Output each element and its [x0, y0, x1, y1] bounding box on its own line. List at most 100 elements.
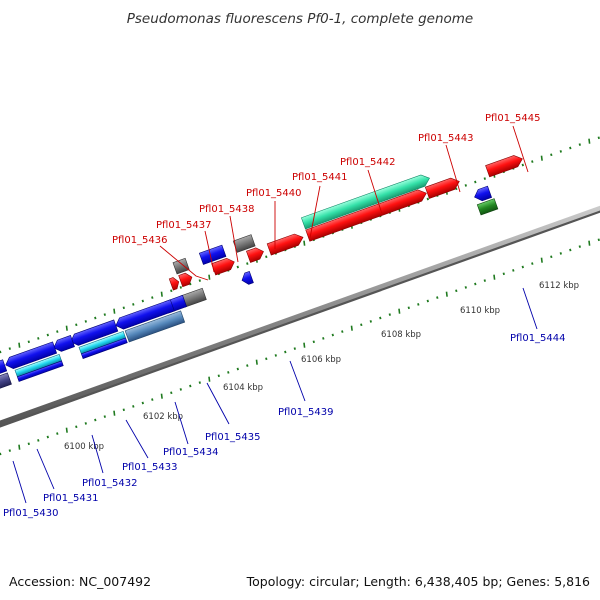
- outer-tick: [141, 299, 144, 303]
- reverse-strand: [0, 185, 499, 394]
- inner-tick: [483, 279, 486, 282]
- inner-tick: [322, 337, 325, 340]
- outer-tick: [559, 150, 562, 153]
- inner-tick: [84, 422, 87, 425]
- outer-tick: [265, 255, 268, 259]
- gene-5436-arrow[interactable]: [168, 276, 181, 291]
- gene-label[interactable]: Pfl01_5435: [205, 432, 261, 443]
- backbone: [0, 205, 600, 426]
- gene-5438-feature[interactable]: [198, 244, 227, 265]
- outer-tick: [170, 289, 173, 293]
- gene-label[interactable]: Pfl01_5430: [3, 508, 59, 519]
- leader-5437: [204, 230, 215, 273]
- outer-tick: [531, 160, 534, 163]
- gene-5434-arrow[interactable]: [114, 299, 175, 332]
- gene-5445-arrow[interactable]: [485, 153, 525, 178]
- gene-label[interactable]: Pfl01_5431: [43, 493, 99, 504]
- inner-tick: [550, 255, 553, 259]
- inner-tick: [0, 452, 2, 456]
- outer-tick: [474, 180, 477, 184]
- inner-tick: [588, 240, 591, 246]
- gene-5442-arrow[interactable]: [305, 187, 429, 242]
- inner-tick: [141, 401, 144, 405]
- gene-5444-arrow[interactable]: [473, 185, 493, 203]
- gene-5444-feature[interactable]: [476, 198, 499, 216]
- outer-tick: [0, 350, 2, 354]
- outer-tick: [208, 274, 211, 280]
- outer-tick: [550, 153, 553, 157]
- gene-5438-arrow[interactable]: [211, 256, 237, 276]
- inner-tick: [388, 313, 391, 316]
- gene-label[interactable]: Pfl01_5436: [112, 235, 168, 246]
- outer-tick: [75, 323, 78, 327]
- gene-label[interactable]: Pfl01_5443: [418, 133, 474, 144]
- leader-5441: [309, 185, 321, 239]
- inner-tick: [65, 427, 68, 433]
- inner-tick: [217, 374, 220, 378]
- gene-label[interactable]: Pfl01_5439: [278, 407, 334, 418]
- tick-marks: 6100 kbp 6102 kbp 6104 kbp 6106 kbp 6108 kbp…: [0, 136, 600, 456]
- gene-label[interactable]: Pfl01_5441: [292, 172, 348, 183]
- gene-label[interactable]: Pfl01_5437: [156, 220, 212, 231]
- outer-tick: [27, 340, 30, 344]
- gene-label[interactable]: Pfl01_5444: [510, 333, 566, 344]
- gene-label[interactable]: Pfl01_5438: [199, 204, 255, 215]
- outer-tick: [588, 138, 591, 144]
- inner-tick: [179, 388, 182, 391]
- inner-tick: [597, 238, 600, 242]
- leader-lines: [12, 125, 538, 504]
- inner-tick: [170, 391, 173, 395]
- gene-5434-feature[interactable]: [124, 310, 186, 343]
- leader-5433: [125, 419, 149, 459]
- inner-tick: [312, 340, 315, 344]
- gene-5441-arrow[interactable]: [266, 232, 305, 256]
- outer-tick: [160, 291, 163, 297]
- gene-5430-feature[interactable]: [0, 372, 12, 394]
- gene-5443-arrow[interactable]: [424, 176, 461, 199]
- leader-5442: [367, 169, 383, 215]
- gene-label[interactable]: Pfl01_5442: [340, 157, 396, 168]
- leader-5444: [522, 287, 538, 330]
- leader-5434: [174, 401, 189, 445]
- inner-tick: [208, 376, 211, 382]
- inner-tick: [46, 435, 49, 439]
- inner-tick: [27, 442, 30, 446]
- outer-tick: [246, 262, 249, 265]
- inner-tick: [426, 299, 429, 303]
- gene-label[interactable]: Pfl01_5440: [246, 188, 302, 199]
- inner-tick: [455, 289, 458, 293]
- outer-tick: [8, 347, 11, 350]
- inner-tick: [274, 354, 277, 357]
- outer-tick: [122, 306, 125, 310]
- scale-label: 6100 kbp: [64, 442, 104, 452]
- gene-label[interactable]: Pfl01_5434: [163, 447, 219, 458]
- leader-5438: [229, 215, 239, 263]
- gene-label[interactable]: Pfl01_5445: [485, 113, 541, 124]
- gene-5431-feature-b[interactable]: [16, 360, 64, 382]
- forward-gene-labels: Pfl01_5436 Pfl01_5437 Pfl01_5438 Pfl01_5…: [112, 113, 541, 246]
- outer-tick: [464, 184, 467, 187]
- gene-5442-feature[interactable]: [300, 173, 431, 230]
- inner-tick: [360, 323, 363, 327]
- inner-tick: [103, 415, 106, 418]
- scale-label: 6102 kbp: [143, 412, 183, 422]
- gene-5437-arrow[interactable]: [178, 271, 194, 288]
- inner-tick: [379, 316, 382, 320]
- gene-5440-arrow[interactable]: [246, 246, 265, 263]
- gene-5439-arrow[interactable]: [240, 271, 254, 286]
- gene-5431-arrow[interactable]: [4, 341, 58, 371]
- outer-tick: [189, 282, 192, 286]
- outer-tick: [65, 325, 68, 331]
- scale-label: 6108 kbp: [381, 330, 421, 340]
- inner-tick: [398, 308, 401, 314]
- gene-5433-feature-b[interactable]: [80, 337, 128, 359]
- inner-tick: [113, 410, 116, 416]
- leader-5445: [512, 125, 529, 173]
- outer-tick: [236, 265, 239, 269]
- gene-label[interactable]: Pfl01_5432: [82, 478, 138, 489]
- gene-5437-rna[interactable]: [172, 257, 190, 275]
- gene-label[interactable]: Pfl01_5433: [122, 462, 178, 473]
- outer-tick: [37, 337, 40, 340]
- scale-label: 6110 kbp: [460, 306, 500, 316]
- inner-tick: [236, 367, 239, 371]
